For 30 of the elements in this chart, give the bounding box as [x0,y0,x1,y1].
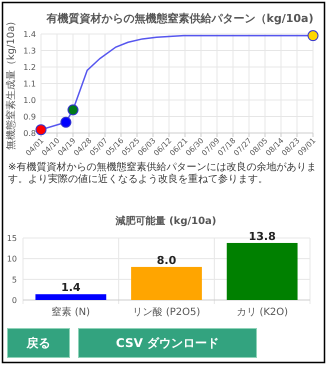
text: 戻る [7,328,70,358]
data-label: 1.4 [61,281,81,294]
text: CSV ダウンロード [78,328,257,358]
bar [35,294,106,300]
x-tick-label: カリ (K2O) [236,307,288,318]
y-tick-label: 1.0 [23,96,36,105]
chart-title: 有機質資材からの無機態窒素供給パターン（kg/10a) [46,12,314,25]
y-tick-label: 10 [6,254,17,264]
y-tick-label: 15 [6,234,17,243]
point [68,104,78,116]
y-tick-label: 0.8 [23,129,36,138]
y-tick-label: 1.1 [23,80,36,88]
bar [226,242,298,300]
point [36,124,46,136]
y-tick-label: 0.9 [23,112,36,122]
data-label: 8.0 [156,254,177,267]
y-tick-label: 0 [12,296,17,305]
data-label: 13.8 [248,230,276,243]
bar [131,266,202,300]
y-axis-title: 無機態窒素生成量（kg/10a) [5,22,17,150]
y-tick-label: 1.3 [23,46,36,56]
point [60,116,72,128]
chart-title: 減肥可能量 (kg/10a) [114,215,216,227]
y-tick-label: 1.4 [23,30,36,39]
text: ※有機質資材からの無機態窒素供給パターンには改良の余地があります。より実際の値に近くなるよう改良を重ねて参ります。 [8,162,318,186]
y-tick-label: 1.2 [23,63,36,72]
x-tick-label: 窒素 (N) [52,306,90,318]
x-tick-label: リン酸 (P2O5) [132,306,200,318]
point [308,30,318,42]
y-tick-label: 5 [12,275,17,284]
